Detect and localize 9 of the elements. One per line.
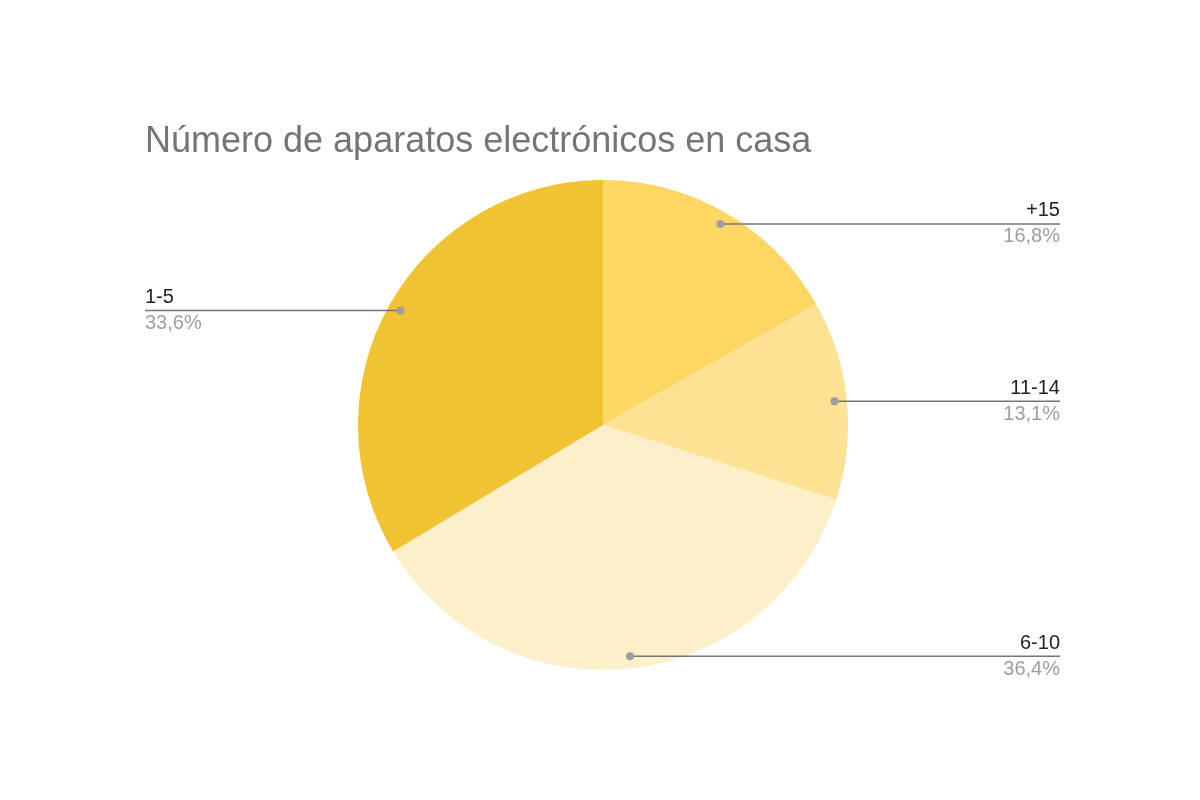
chart-title: Número de aparatos electrónicos en casa [145, 119, 813, 160]
data-label: 16,8% [1003, 224, 1061, 247]
slice-label: +15 [1026, 198, 1060, 221]
data-label: 13,1% [1003, 401, 1061, 424]
slice-label: 1-5 [145, 285, 174, 308]
data-label: 33,6% [145, 311, 202, 334]
slice-label: 11-14 [1010, 375, 1060, 398]
slice-label: 6-10 [1019, 630, 1060, 653]
data-label: 36,4% [1003, 656, 1061, 679]
